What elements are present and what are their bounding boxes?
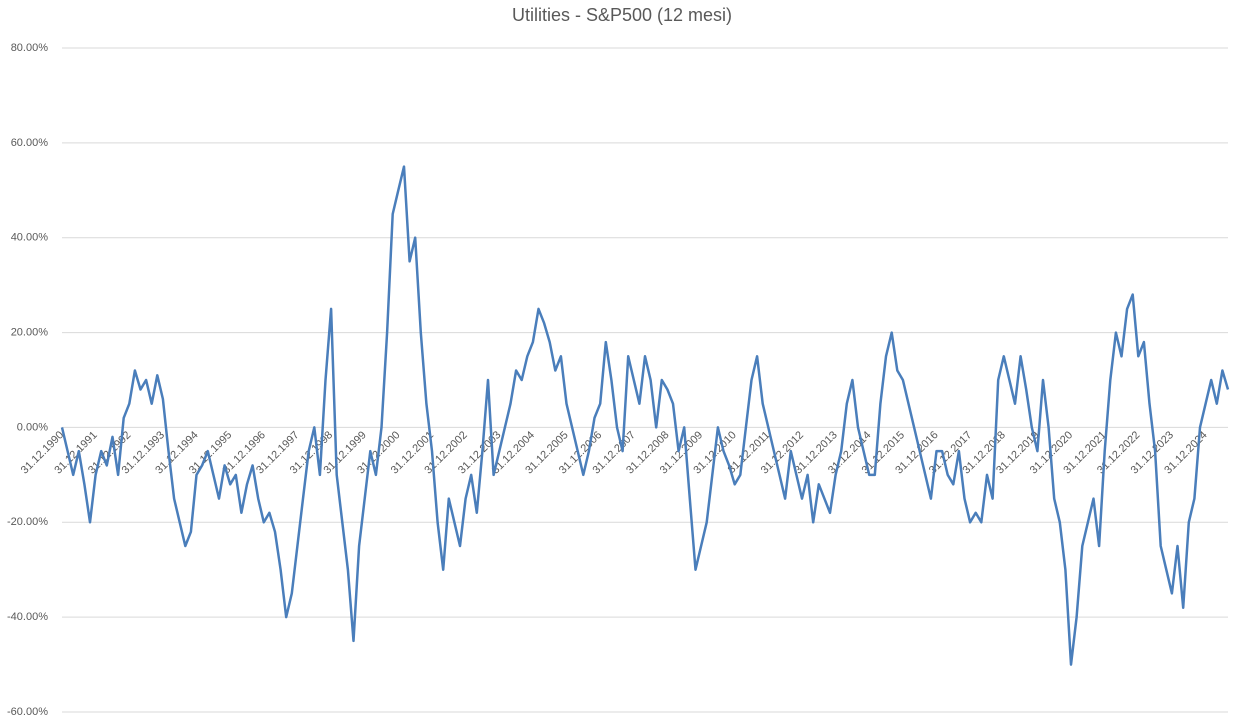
y-tick-label: 0.00%	[17, 421, 48, 433]
chart-title: Utilities - S&P500 (12 mesi)	[512, 5, 732, 25]
y-tick-label: 80.00%	[11, 42, 49, 54]
y-tick-label: 60.00%	[11, 137, 49, 149]
y-tick-label: 40.00%	[11, 232, 49, 244]
y-tick-label: -40.00%	[7, 611, 48, 623]
y-tick-label: 20.00%	[11, 326, 49, 338]
data-line	[60, 165, 1230, 666]
y-tick-label: -60.00%	[7, 706, 48, 718]
y-tick-label: -20.00%	[7, 516, 48, 528]
